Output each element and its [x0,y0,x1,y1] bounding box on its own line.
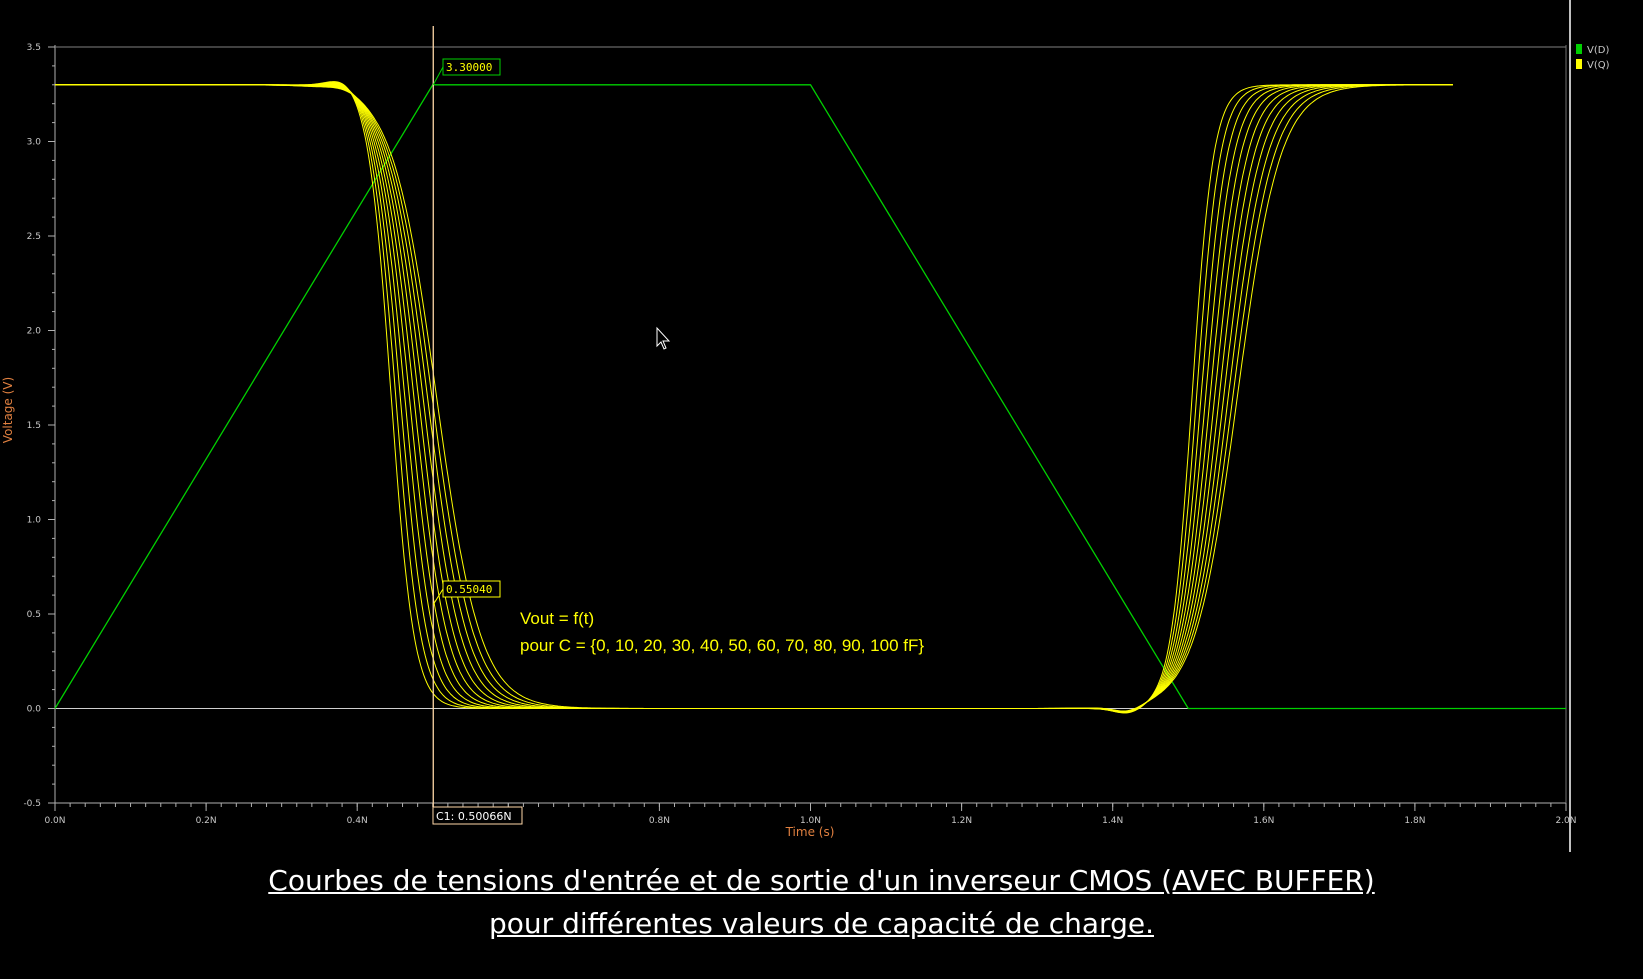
x-tick-label: 1.0N [800,816,821,826]
x-tick-label: 1.4N [1102,816,1123,826]
y-tick-label: 3.5 [27,43,41,53]
cursor-readout-top-box [442,58,501,76]
y-tick-label: 0.5 [27,610,41,620]
cursor-x-label: C1: 0.50066N [436,810,512,823]
legend-label[interactable]: V(Q) [1587,60,1610,71]
series-vq-line-20 [55,82,1453,713]
cursor-x-label-box[interactable] [432,806,523,825]
x-tick-label: 0.8N [649,816,670,826]
x-tick-label: 1.6N [1253,816,1274,826]
annotation-line1: Vout = f(t) [520,609,594,628]
series-vd-line [54,84,1566,710]
x-tick-label: 2.0N [1555,816,1576,826]
series-vq-line-60 [55,84,1453,713]
series-vq-line-50 [55,84,1453,713]
series-vq-line-80 [55,84,1453,712]
x-tick-label: 0.2N [196,816,217,826]
series-vq-line-90 [55,84,1453,712]
y-tick-label: 1.5 [27,421,41,431]
x-axis-label: Time (s) [785,825,835,839]
x-tick-label: 0.0N [44,816,65,826]
series-vq-line-70 [55,84,1453,712]
annotation-line2: pour C = {0, 10, 20, 30, 40, 50, 60, 70,… [520,636,924,655]
y-tick-label: 2.5 [27,232,41,242]
series-vq-line-40 [55,83,1453,713]
mouse-pointer-icon [656,326,671,350]
cursor-readout-bottom-leader [432,588,444,605]
y-tick-label: -0.5 [23,799,41,809]
legend-swatch [1576,44,1582,54]
series-vq-line-10 [55,81,1453,714]
caption-line1: Courbes de tensions d'entrée et de sorti… [268,864,1375,897]
x-tick-label: 0.4N [347,816,368,826]
legend-swatch [1576,59,1582,69]
y-tick-label: 0.0 [27,705,42,715]
x-tick-label: 1.2N [951,816,972,826]
x-tick-label: 1.8N [1404,816,1425,826]
y-tick-label: 3.0 [27,138,42,148]
legend-label[interactable]: V(D) [1587,45,1609,56]
series-vq-line-30 [55,83,1453,713]
y-tick-label: 2.0 [27,327,42,337]
waveform-plot: -0.5 0.0 0.5 1.0 1.5 2.0 2.5 3.0 3.5 0.0N 0.2N 0.4N… [1,0,1610,852]
cursor-readout-bottom-box [442,580,501,598]
cursor-readout-top: 3.30000 [446,61,492,74]
cursor-readout-top-leader [432,66,444,86]
cursor-readout-bottom: 0.55040 [446,583,492,596]
y-tick-label: 1.0 [27,516,42,526]
caption-line2: pour différentes valeurs de capacité de … [489,907,1154,940]
y-axis-label: Voltage (V) [1,377,15,443]
series-vq-line-100 [55,84,1453,712]
